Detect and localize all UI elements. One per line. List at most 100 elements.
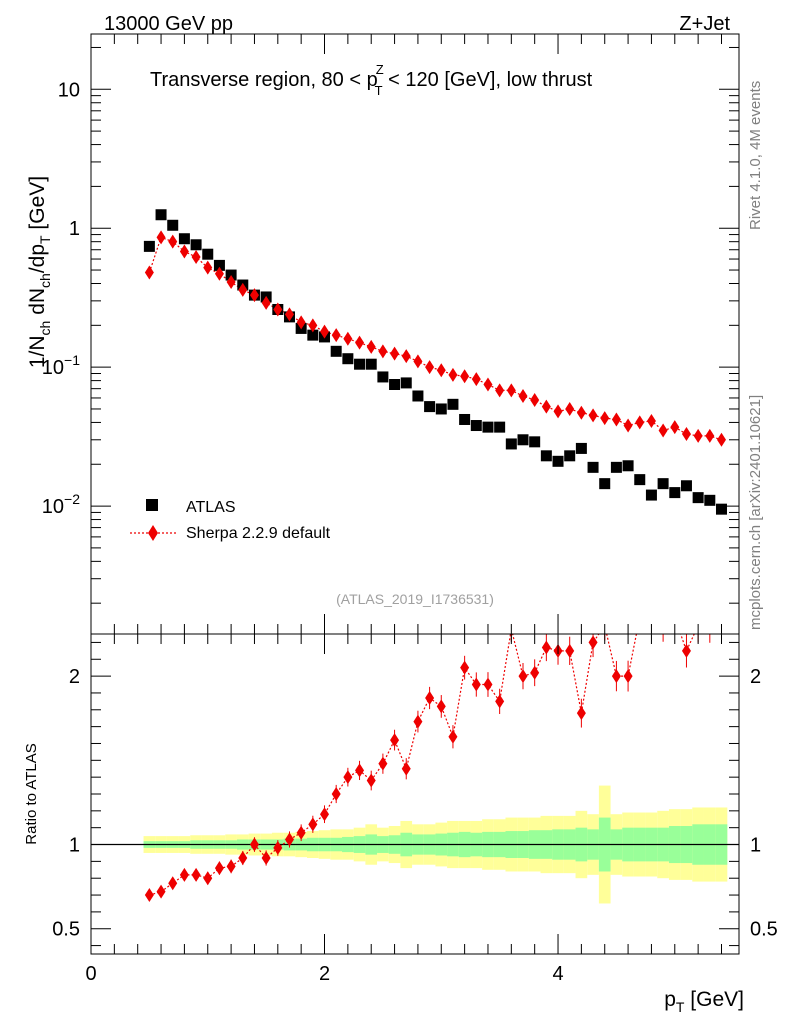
sherpa-point <box>553 404 563 419</box>
atlas-point <box>692 492 704 504</box>
ratio-point <box>226 859 236 874</box>
atlas-point <box>552 455 564 467</box>
atlas-point <box>155 209 167 221</box>
ratio-point <box>238 851 248 865</box>
atlas-point <box>400 377 412 389</box>
sherpa-point <box>483 377 493 392</box>
sherpa-point <box>518 388 528 403</box>
ratio-point <box>331 787 341 801</box>
plot-title-post: < 120 [GeV], low thrust <box>383 69 593 91</box>
atlas-point <box>540 450 552 462</box>
sherpa-point <box>565 401 575 416</box>
atlas-point <box>564 450 576 462</box>
atlas-point <box>715 503 727 515</box>
legend-marker-sherpa <box>148 525 158 541</box>
main-y-ticks: 10 1 10−1 10−2 <box>42 46 739 604</box>
atlas-point <box>354 358 366 370</box>
ratio-point <box>471 677 481 692</box>
sherpa-point <box>249 288 259 303</box>
atlas-point <box>517 434 529 446</box>
sherpa-point <box>296 315 306 330</box>
atlas-point <box>680 480 692 492</box>
ratio-frame <box>90 633 740 955</box>
ylabel-c: /dp <box>26 244 49 273</box>
sherpa-point <box>308 318 318 333</box>
atlas-point <box>307 329 319 341</box>
ratio-point <box>659 619 668 633</box>
legend-label-sherpa: Sherpa 2.2.9 default <box>186 525 331 542</box>
x-tick-label: 2 <box>319 963 330 985</box>
ratio-point <box>483 677 493 692</box>
sherpa-point <box>355 335 365 350</box>
sherpa-point <box>425 360 435 375</box>
ylabel-d: [GeV] <box>26 176 49 236</box>
x-tick-label: 0 <box>85 963 96 985</box>
sherpa-point <box>705 428 715 443</box>
plot-title: Transverse region, 80 < pZ T < 120 [GeV],… <box>150 62 593 98</box>
atlas-point <box>213 259 225 271</box>
ratio-point <box>565 643 575 658</box>
atlas-point <box>599 478 611 490</box>
ratio-y-tick-label-right: 1 <box>750 835 761 857</box>
sherpa-point <box>611 412 621 427</box>
sherpa-point <box>413 354 423 369</box>
sherpa-point <box>179 244 189 259</box>
ratio-point <box>390 733 400 748</box>
ratio-point <box>448 729 458 744</box>
atlas-point <box>505 438 517 450</box>
analysis-id: (ATLAS_2019_I1736531) <box>336 591 494 607</box>
ratio-point <box>681 643 691 658</box>
atlas-point <box>330 345 342 357</box>
main-y-tick-label: 10−2 <box>42 491 80 518</box>
ratio-point <box>460 660 470 675</box>
atlas-point <box>190 239 202 251</box>
atlas-point <box>704 494 716 506</box>
ratio-point <box>518 669 528 684</box>
atlas-point <box>412 390 424 402</box>
ratio-point <box>576 706 586 721</box>
ratio-point <box>249 837 259 852</box>
sherpa-point <box>448 367 458 382</box>
legend-label-atlas: ATLAS <box>186 499 236 516</box>
sherpa-point <box>203 260 213 275</box>
atlas-point <box>610 461 622 473</box>
main-x-ticks <box>90 34 722 634</box>
ratio-point <box>611 669 621 684</box>
sherpa-point <box>390 346 400 361</box>
atlas-point <box>447 398 459 410</box>
ratio-y-ticks: 0.5 0.5 1 1 2 2 <box>52 641 778 947</box>
ratio-point <box>717 610 726 624</box>
atlas-point <box>178 233 190 245</box>
sherpa-point <box>658 423 668 438</box>
atlas-point <box>494 421 506 433</box>
ylabel-sub-2: ch <box>37 273 53 288</box>
legend-marker-atlas <box>146 499 158 511</box>
ratio-point <box>214 861 224 876</box>
ratio-point <box>203 871 213 886</box>
ratio-point <box>623 669 633 684</box>
ratio-point <box>156 884 166 899</box>
sherpa-point <box>238 282 248 297</box>
ratio-point <box>541 640 551 655</box>
atlas-point <box>669 487 681 499</box>
ratio-point <box>670 610 679 624</box>
ratio-point <box>401 761 411 776</box>
sherpa-point <box>436 363 446 378</box>
sherpa-point <box>460 369 470 384</box>
sherpa-point <box>693 428 703 443</box>
ylabel-sub-3: T <box>37 235 53 244</box>
sherpa-point <box>331 328 341 343</box>
atlas-point <box>389 379 401 391</box>
ratio-x-ticks: 0 2 4 <box>85 634 722 985</box>
atlas-point <box>645 489 657 501</box>
sherpa-point <box>214 266 224 281</box>
main-y-tick-label: 10−1 <box>42 352 80 379</box>
ratio-point <box>413 714 423 729</box>
atlas-point <box>622 460 634 472</box>
sherpa-point <box>273 302 283 317</box>
ylabel-a: 1/N <box>26 335 49 368</box>
ratio-point <box>320 807 330 822</box>
atlas-point <box>435 403 447 415</box>
mcplots-label: mcplots.cern.ch [arXiv:2401.10621] <box>747 395 764 630</box>
atlas-point <box>482 421 494 433</box>
